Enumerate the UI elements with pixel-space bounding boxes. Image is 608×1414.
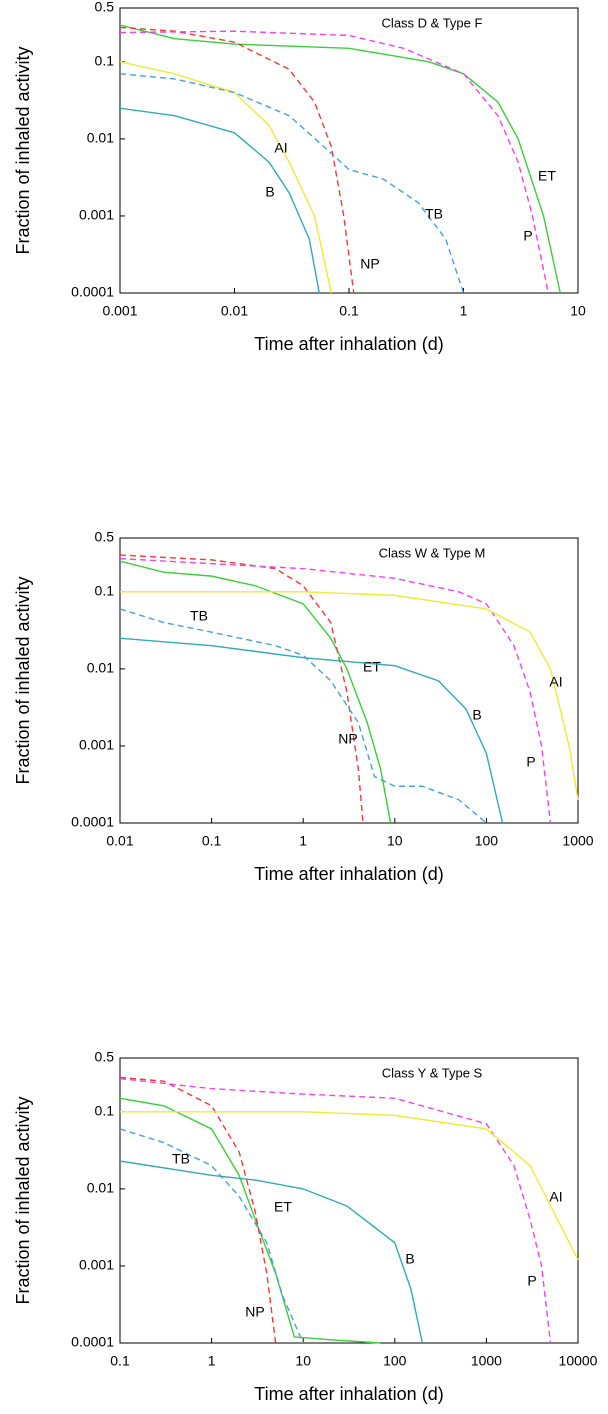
x-tick-label: 1 — [208, 1353, 216, 1369]
x-tick-label: 10 — [387, 833, 403, 849]
plot-annotation: Class W & Type M — [379, 545, 486, 560]
series-label: NP — [360, 256, 379, 272]
y-tick-label: 0.01 — [87, 1180, 114, 1196]
x-tick-label: 10000 — [559, 1353, 598, 1369]
x-tick-label: 100 — [475, 833, 499, 849]
series-line — [119, 26, 355, 294]
series-line — [119, 554, 364, 824]
y-tick-label: 0.5 — [95, 0, 115, 15]
y-tick-label: 0.01 — [87, 130, 114, 146]
series-line — [119, 107, 320, 294]
plot-annotation: Class Y & Type S — [382, 1065, 483, 1080]
y-axis-label: Fraction of inhaled activity — [13, 576, 33, 784]
series-line — [119, 1160, 424, 1344]
series-label: ET — [538, 168, 556, 184]
y-tick-label: 0.5 — [95, 1049, 115, 1065]
series-line — [119, 73, 465, 294]
series-line — [119, 557, 552, 824]
x-tick-label: 1000 — [562, 833, 593, 849]
x-tick-label: 0.1 — [202, 833, 222, 849]
y-tick-label: 0.1 — [95, 583, 115, 599]
x-tick-label: 0.001 — [102, 303, 137, 319]
series-line — [120, 1111, 579, 1261]
series-label: ET — [363, 659, 381, 675]
series-label: B — [405, 1251, 414, 1267]
y-tick-label: 0.1 — [95, 53, 115, 69]
plot-frame — [119, 7, 579, 294]
series-label: P — [526, 754, 535, 770]
x-axis-label: Time after inhalation (d) — [254, 864, 443, 884]
series-line — [119, 1128, 304, 1344]
series-line — [119, 24, 561, 294]
x-tick-label: 1000 — [471, 1353, 502, 1369]
x-tick-label: 0.1 — [339, 303, 359, 319]
series-label: TB — [425, 206, 443, 222]
series-line — [119, 560, 392, 824]
plot-annotation: Class D & Type F — [382, 15, 483, 30]
x-tick-label: 1 — [299, 833, 307, 849]
series-label: P — [523, 228, 532, 244]
chart: 0.001 0.01 0.1 1 10 0.0001 0.001 0.01 0.1 0.5 Time… — [13, 0, 586, 354]
chart: 0.01 0.1 1 10 100 1000 0.0001 0.001 0.01 0.1 0.5 Ti… — [13, 529, 594, 884]
y-tick-label: 0.001 — [79, 1257, 114, 1273]
series-label: NP — [245, 1304, 264, 1320]
x-tick-label: 0.1 — [110, 1353, 130, 1369]
series-line — [119, 30, 549, 294]
x-tick-label: 1 — [460, 303, 468, 319]
series-label: NP — [338, 731, 357, 747]
series-label: B — [265, 184, 274, 200]
plot-frame — [119, 537, 579, 824]
series-label: P — [527, 1273, 536, 1289]
series-label: ET — [274, 1199, 292, 1215]
x-tick-label: 100 — [383, 1353, 407, 1369]
series-label: AI — [549, 674, 562, 690]
x-tick-label: 0.01 — [221, 303, 248, 319]
y-tick-label: 0.0001 — [71, 284, 114, 300]
y-tick-label: 0.001 — [79, 737, 114, 753]
series-line — [119, 1097, 381, 1344]
series-label: TB — [172, 1151, 190, 1167]
chart: 0.1 1 10 100 1000 10000 0.0001 0.001 0.01 0.1 0.5 T… — [13, 1049, 598, 1404]
y-tick-label: 0.0001 — [71, 814, 114, 830]
series-line — [119, 61, 332, 294]
x-tick-label: 0.01 — [106, 833, 133, 849]
series-label: B — [472, 707, 481, 723]
y-tick-label: 0.0001 — [71, 1334, 114, 1350]
series-line — [119, 1077, 552, 1344]
y-axis-label: Fraction of inhaled activity — [13, 46, 33, 254]
series-line — [119, 608, 487, 824]
series-line — [119, 637, 504, 824]
y-axis-label: Fraction of inhaled activity — [13, 1096, 33, 1304]
y-tick-label: 0.5 — [95, 529, 115, 545]
plot-frame — [119, 1057, 579, 1344]
series-line — [119, 1076, 277, 1344]
y-tick-label: 0.01 — [87, 660, 114, 676]
series-label: TB — [190, 608, 208, 624]
y-tick-label: 0.1 — [95, 1103, 115, 1119]
x-axis-label: Time after inhalation (d) — [254, 1384, 443, 1404]
series-label: AI — [549, 1189, 562, 1205]
y-tick-label: 0.001 — [79, 207, 114, 223]
x-tick-label: 10 — [570, 303, 586, 319]
series-line — [120, 591, 579, 800]
x-tick-label: 10 — [295, 1353, 311, 1369]
series-label: AI — [274, 140, 287, 156]
x-axis-label: Time after inhalation (d) — [254, 334, 443, 354]
